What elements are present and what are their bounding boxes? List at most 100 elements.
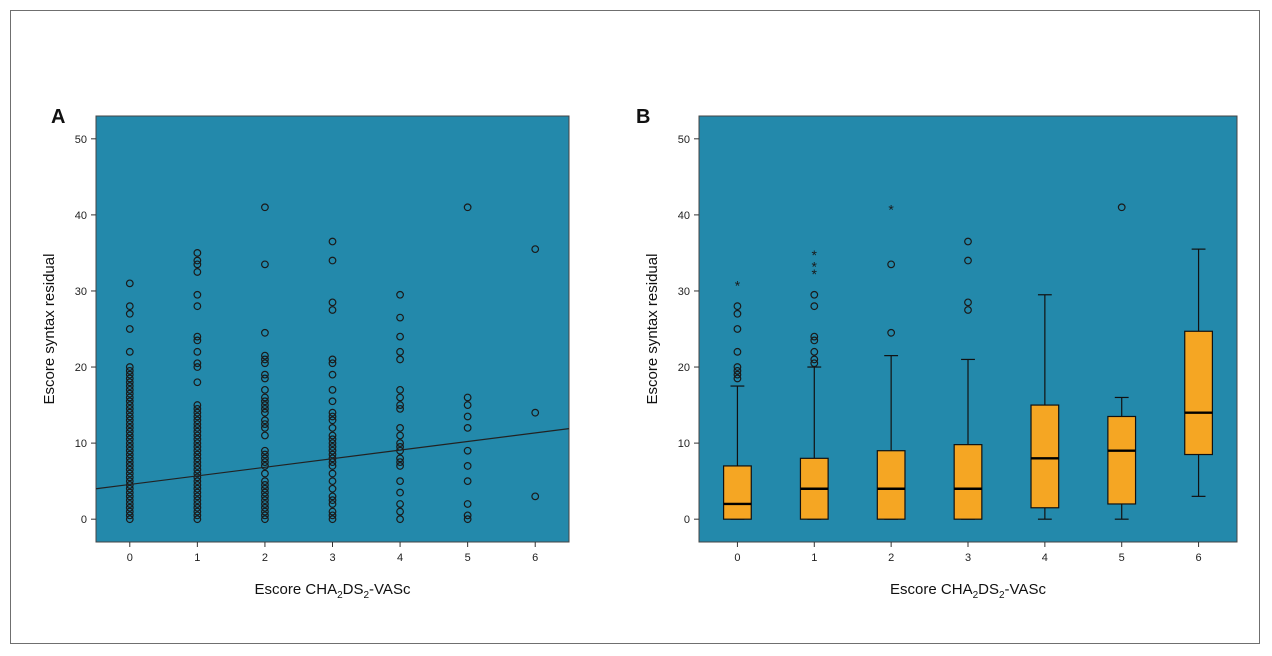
data-point xyxy=(463,423,472,432)
y-tick-label: 30 xyxy=(678,286,690,298)
data-point xyxy=(531,408,540,417)
x-axis-label-subscript: 2 xyxy=(363,590,369,601)
data-point xyxy=(193,336,202,345)
data-point xyxy=(125,374,134,383)
y-axis-label: Escore syntax residual xyxy=(644,254,661,405)
y-tick-label: 20 xyxy=(75,362,87,374)
x-axis-label-part: Escore CHA xyxy=(255,581,338,598)
data-point xyxy=(261,500,269,508)
data-point xyxy=(193,450,202,459)
data-point xyxy=(193,347,202,356)
data-point xyxy=(261,328,269,337)
data-point xyxy=(125,500,134,508)
data-point xyxy=(396,347,404,356)
data-point xyxy=(261,477,269,486)
data-point xyxy=(193,378,202,387)
outlier-point xyxy=(810,302,819,311)
data-point xyxy=(125,450,134,459)
box xyxy=(953,444,983,520)
data-point xyxy=(193,458,202,467)
data-point xyxy=(396,332,404,341)
data-point xyxy=(261,374,269,383)
data-point xyxy=(193,435,202,444)
data-point xyxy=(125,401,134,409)
data-point xyxy=(328,515,337,524)
data-point xyxy=(463,446,472,455)
data-point xyxy=(125,454,134,463)
data-point xyxy=(125,443,134,451)
data-point xyxy=(261,370,269,379)
data-point xyxy=(396,462,404,470)
data-point xyxy=(193,359,202,368)
y-tick-label: 10 xyxy=(75,438,87,450)
data-point xyxy=(125,325,134,333)
data-point xyxy=(125,469,134,478)
data-point xyxy=(328,511,337,520)
data-point xyxy=(328,492,337,501)
data-point xyxy=(193,256,202,265)
x-axis-label-part: DS xyxy=(343,581,364,598)
data-point xyxy=(125,370,134,379)
data-point xyxy=(261,446,269,455)
data-point xyxy=(261,454,269,463)
data-point xyxy=(463,515,472,524)
data-point xyxy=(261,488,269,497)
outlier-point xyxy=(733,363,742,371)
data-point xyxy=(463,500,472,508)
data-point xyxy=(261,408,269,417)
x-tick-label: 0 xyxy=(127,552,133,564)
data-point xyxy=(125,484,134,493)
data-point xyxy=(193,439,202,448)
data-point xyxy=(261,503,269,512)
y-tick-label: 40 xyxy=(75,210,87,222)
x-axis-label-subscript: 2 xyxy=(973,590,979,601)
data-point xyxy=(193,462,202,470)
data-point xyxy=(125,492,134,501)
x-axis-label: Escore CHA2DS2-VASc xyxy=(255,581,411,601)
data-point xyxy=(261,484,269,493)
data-point xyxy=(193,488,202,497)
data-point xyxy=(463,462,472,470)
outlier-point xyxy=(810,355,819,364)
x-axis-label: Escore CHA2DS2-VASc xyxy=(890,581,1046,601)
data-point xyxy=(261,351,269,360)
data-point xyxy=(396,423,404,432)
outlier-point xyxy=(964,298,972,307)
x-tick-label: 6 xyxy=(1196,552,1202,564)
data-point xyxy=(125,366,134,375)
data-point xyxy=(125,507,134,516)
data-point xyxy=(125,382,134,390)
data-point xyxy=(125,404,134,413)
data-point xyxy=(261,393,269,402)
x-tick-label: 2 xyxy=(262,552,268,564)
x-axis-label-part: DS xyxy=(978,581,999,598)
y-axis-label: Escore syntax residual xyxy=(41,254,58,405)
data-point xyxy=(193,420,202,428)
box xyxy=(876,450,906,520)
data-point xyxy=(125,378,134,387)
y-tick-label: 30 xyxy=(75,286,87,298)
data-point xyxy=(125,397,134,406)
data-point xyxy=(328,443,337,451)
data-point xyxy=(193,416,202,425)
outlier-point xyxy=(964,306,972,314)
data-point xyxy=(531,492,540,501)
outlier-point xyxy=(964,256,972,265)
data-point xyxy=(463,477,472,486)
data-point xyxy=(328,370,337,379)
data-point xyxy=(396,454,404,463)
data-point xyxy=(193,511,202,520)
outlier-point xyxy=(733,302,742,311)
data-point xyxy=(396,477,404,486)
data-point xyxy=(328,446,337,455)
data-point xyxy=(193,290,202,299)
outlier-point xyxy=(733,309,742,318)
data-point xyxy=(261,462,269,470)
data-point xyxy=(328,469,337,478)
data-point xyxy=(261,359,269,368)
figure: A 0 10 20 30 40 50 0 1 2 3 4 5 6 Escore CHA2DS2-VASc Es… xyxy=(10,10,1260,644)
data-point xyxy=(193,332,202,341)
data-point xyxy=(193,477,202,486)
